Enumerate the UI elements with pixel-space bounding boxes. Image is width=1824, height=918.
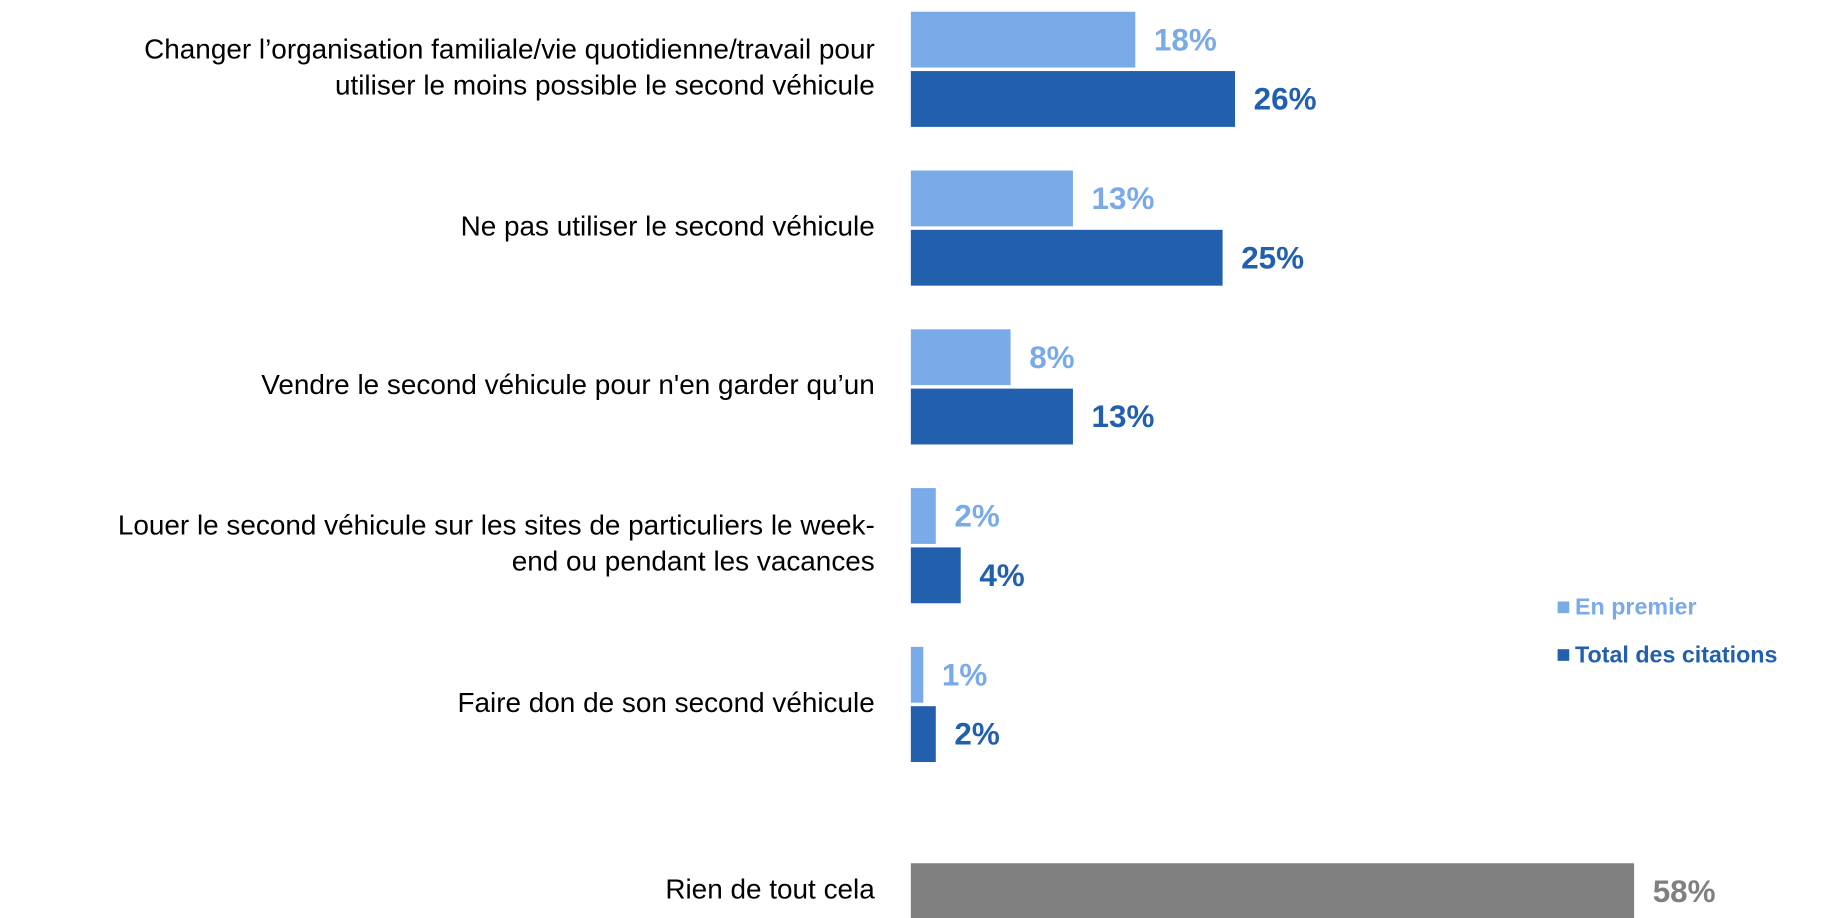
bar [910, 71, 1236, 127]
legend-swatch [1557, 649, 1570, 661]
bar [910, 706, 936, 763]
bar [910, 547, 961, 604]
category-label: Louer le second véhicule sur les sites d… [118, 510, 875, 577]
bar [910, 388, 1073, 445]
bar [910, 646, 924, 703]
bar [910, 229, 1223, 286]
category-label: Changer l’organisation familiale/vie quo… [144, 34, 875, 101]
value-label: 26% [1254, 82, 1317, 117]
bar [910, 11, 1136, 68]
value-label: 18% [1154, 22, 1217, 57]
value-label: 1% [942, 657, 987, 692]
category-label: Faire don de son second véhicule [457, 687, 874, 718]
bar [910, 170, 1073, 227]
value-label: 4% [979, 558, 1024, 593]
legend-swatch [1557, 601, 1570, 614]
bar [910, 329, 1011, 386]
value-label: 13% [1092, 399, 1155, 434]
value-label: 2% [954, 499, 999, 534]
value-label: 2% [954, 717, 999, 752]
value-label: 8% [1029, 340, 1074, 375]
value-label: 13% [1092, 181, 1155, 216]
bar [910, 863, 1635, 918]
bar [910, 488, 936, 544]
value-label: 25% [1241, 240, 1304, 275]
value-label: 58% [1653, 874, 1716, 909]
category-label: Ne pas utiliser le second véhicule [461, 210, 875, 241]
category-label: Rien de tout cela [665, 874, 875, 905]
legend-label: Total des citations [1575, 641, 1777, 667]
legend-label: En premier [1575, 594, 1696, 620]
category-label: Vendre le second véhicule pour n'en gard… [261, 369, 875, 400]
